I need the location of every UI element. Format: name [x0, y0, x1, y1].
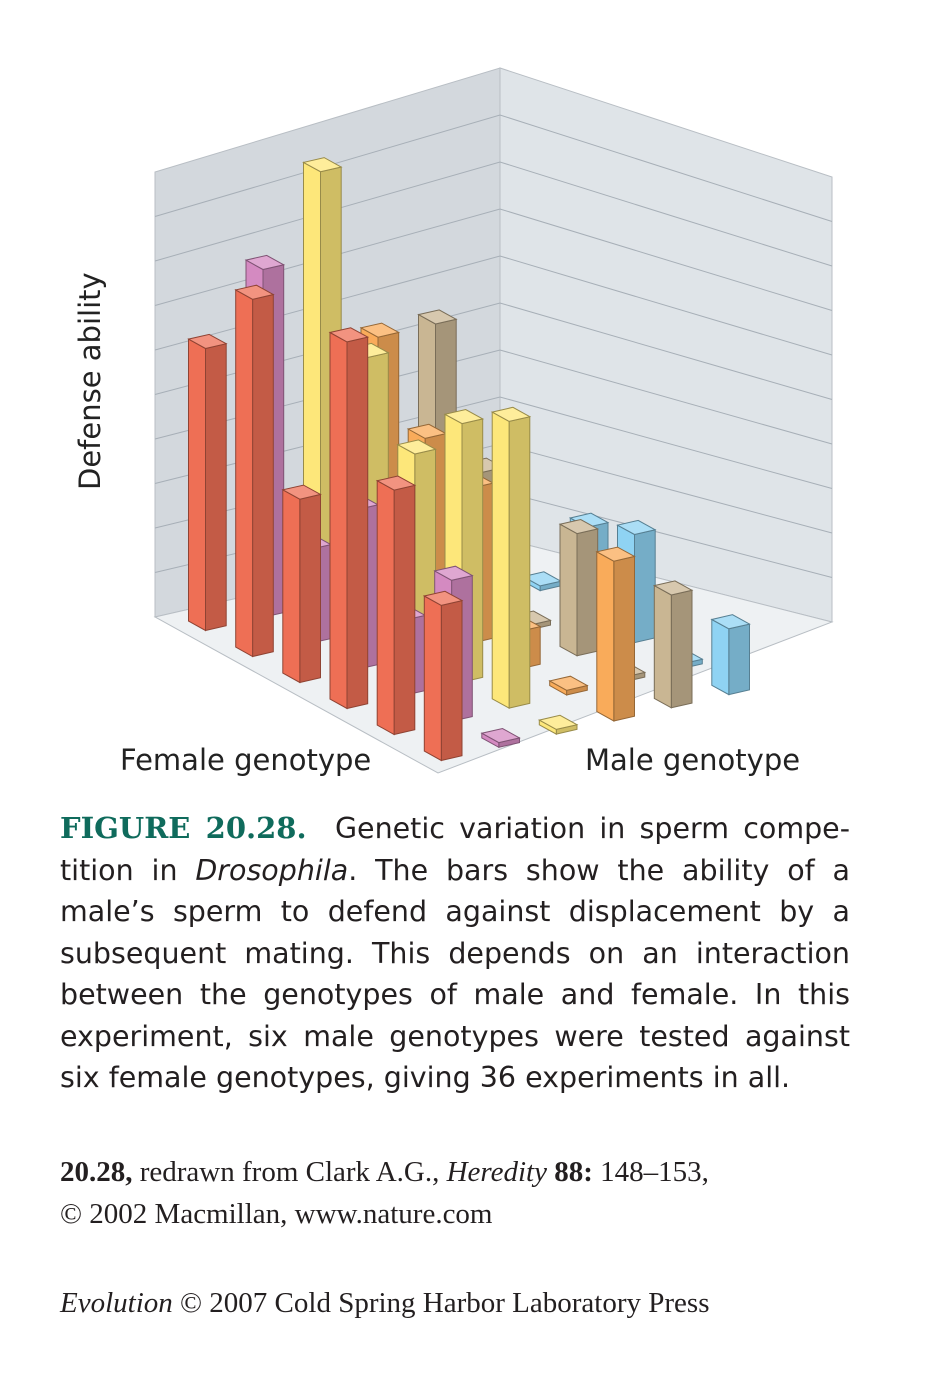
credit-ref: 20.28,: [60, 1156, 133, 1188]
bar-side-face: [346, 336, 369, 710]
credit-journal: Heredity: [446, 1156, 547, 1188]
bar-side-face: [299, 493, 321, 684]
bar-top-face: [417, 309, 458, 325]
bar-top-face: [359, 322, 401, 338]
bar-front-face: [596, 550, 615, 722]
bar-front-face: [559, 523, 578, 657]
caption-text-1: Genetic variation in sperm compe-tition …: [60, 812, 850, 887]
bar-front-face: [423, 595, 442, 762]
bar-top-face: [443, 408, 485, 425]
bar-side-face: [205, 343, 227, 632]
bar-front-face: [491, 411, 510, 709]
bar: [328, 327, 370, 710]
bar: [187, 333, 228, 632]
bar: [480, 727, 521, 749]
bar-top-face: [375, 475, 417, 491]
bar-side-face: [508, 416, 531, 709]
bar: [537, 714, 579, 735]
bar: [595, 546, 636, 722]
bar-top-face: [422, 590, 464, 606]
bar: [422, 590, 464, 762]
figure-caption: FIGURE 20.28. Genetic variation in sperm…: [60, 808, 850, 1099]
bar-top-face: [652, 580, 694, 596]
figure-label: FIGURE 20.28.: [60, 811, 307, 845]
bar: [548, 675, 589, 696]
right-wall: [499, 67, 833, 623]
credit-pages: 148–153,: [600, 1156, 709, 1188]
z-axis-label: Male genotype: [585, 743, 800, 777]
bar-top-face: [490, 406, 532, 422]
bar-front-face: [376, 479, 395, 736]
copyright-line: Evolution © 2007 Cold Spring Harbor Labo…: [60, 1283, 880, 1324]
bar-front-face: [711, 618, 730, 696]
bar-side-face: [440, 599, 463, 762]
bar: [375, 475, 417, 736]
bar-top-face: [328, 327, 370, 343]
copyright-text: © 2007 Cold Spring Harbor Laboratory Pre…: [180, 1287, 710, 1319]
bar-side-face: [634, 529, 656, 644]
bar-top-face: [480, 727, 521, 744]
bar-side-face: [728, 623, 750, 696]
x-axis-label: Female genotype: [120, 743, 371, 777]
bar-top-face: [234, 284, 275, 300]
bar-front-face: [329, 331, 348, 710]
copyright-book: Evolution: [60, 1287, 173, 1319]
bar-top-face: [548, 675, 589, 691]
bar-side-face: [670, 589, 693, 709]
bar: [281, 484, 322, 684]
credit-line-2: © 2002 Macmillan, www.nature.com: [60, 1198, 493, 1230]
bar-top-face: [616, 519, 657, 536]
bar: [490, 406, 532, 709]
bar-front-face: [188, 338, 206, 632]
bar-top-face: [281, 484, 322, 500]
bar-front-face: [282, 488, 301, 684]
bar-side-face: [576, 528, 599, 657]
bar-top-face: [710, 614, 751, 630]
bar: [234, 284, 275, 658]
credit-text: redrawn from Clark A.G.,: [139, 1156, 440, 1188]
caption-italic: Drosophila: [195, 853, 349, 887]
bar-side-face: [393, 484, 416, 736]
bar-front-face: [235, 289, 254, 658]
bar-top-face: [433, 565, 474, 581]
bar-top-face: [244, 254, 286, 271]
bar-top-face: [595, 546, 636, 562]
caption-text-2: . The bars show the ability of a male’s …: [60, 853, 850, 1095]
bar-top-face: [187, 333, 228, 350]
gridline: [154, 161, 833, 267]
bar-top-face: [558, 518, 600, 535]
bar-front-face: [653, 584, 672, 709]
bar-side-face: [252, 293, 274, 658]
bar-side-face: [613, 555, 635, 722]
y-axis-label: Defense ability: [73, 272, 107, 490]
gridline: [154, 114, 833, 222]
credit-volume: 88:: [554, 1156, 593, 1188]
bar-top-face: [537, 714, 579, 730]
bar: [652, 580, 694, 709]
bar: [710, 614, 751, 696]
bar-top-face: [396, 439, 437, 455]
chart-3d-bar: Defense ability Female genotype Male gen…: [73, 67, 834, 777]
chart-bars: [187, 157, 751, 762]
bar-top-face: [302, 157, 343, 173]
bar: [558, 518, 600, 657]
figure-credit: 20.28, redrawn from Clark A.G., Heredity…: [60, 1152, 860, 1193]
